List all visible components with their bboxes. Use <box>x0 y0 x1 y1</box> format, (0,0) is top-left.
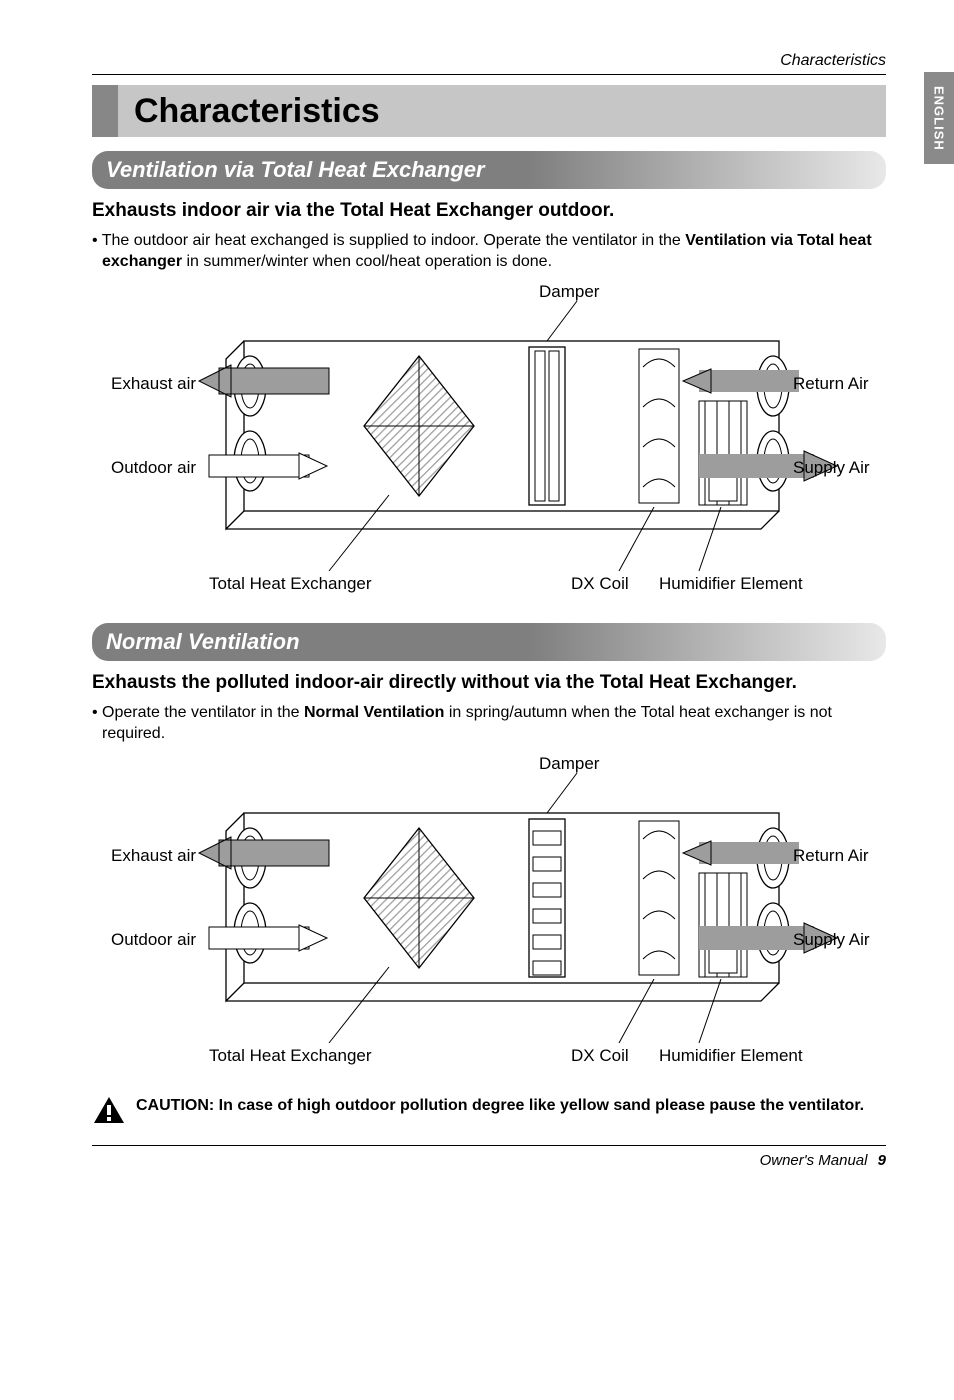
header-section-name: Characteristics <box>92 52 886 74</box>
svg-text:Exhaust air: Exhaust air <box>111 374 196 393</box>
section1-heading: Ventilation via Total Heat Exchanger <box>92 151 886 189</box>
footer-page-number: 9 <box>878 1152 886 1169</box>
warning-icon <box>92 1095 126 1125</box>
bullet-text-prefix: • The outdoor air heat exchanged is supp… <box>92 232 685 249</box>
svg-text:Total Heat Exchanger: Total Heat Exchanger <box>209 1046 372 1065</box>
svg-text:Total Heat Exchanger: Total Heat Exchanger <box>209 574 372 593</box>
page-title: Characteristics <box>118 85 380 137</box>
svg-text:DX Coil: DX Coil <box>571 574 629 593</box>
svg-text:Return Air: Return Air <box>793 374 869 393</box>
svg-text:Exhaust air: Exhaust air <box>111 846 196 865</box>
bullet-text-suffix: in summer/winter when cool/heat operatio… <box>182 253 552 270</box>
footer: Owner's Manual 9 <box>92 1146 886 1169</box>
header-rule <box>92 74 886 75</box>
svg-text:Humidifier Element: Humidifier Element <box>659 1046 803 1065</box>
svg-text:Outdoor air: Outdoor air <box>111 458 196 477</box>
svg-text:Damper: Damper <box>539 282 600 301</box>
svg-text:Outdoor air: Outdoor air <box>111 930 196 949</box>
section2-heading: Normal Ventilation <box>92 623 886 661</box>
section1-bullet: • The outdoor air heat exchanged is supp… <box>92 230 886 273</box>
section2-bullet: • Operate the ventilator in the Normal V… <box>92 702 886 745</box>
diagram-2: Damper Exhaust air Return Air Outdoor air Su… <box>92 753 886 1073</box>
caution-text: CAUTION: In case of high outdoor polluti… <box>136 1095 864 1117</box>
caution-row: CAUTION: In case of high outdoor polluti… <box>92 1095 886 1125</box>
bullet2-text-prefix: • Operate the ventilator in the <box>92 704 304 721</box>
section1-subheading: Exhausts indoor air via the Total Heat E… <box>92 199 886 224</box>
section2-subheading: Exhausts the polluted indoor-air directl… <box>92 671 886 696</box>
bullet2-text-bold: Normal Ventilation <box>304 704 444 721</box>
page-title-row: Characteristics <box>92 85 886 137</box>
svg-text:Supply Air: Supply Air <box>793 930 870 949</box>
footer-manual: Owner's Manual <box>760 1152 868 1169</box>
svg-text:Supply Air: Supply Air <box>793 458 870 477</box>
svg-text:Humidifier Element: Humidifier Element <box>659 574 803 593</box>
svg-text:Damper: Damper <box>539 754 600 773</box>
svg-text:DX Coil: DX Coil <box>571 1046 629 1065</box>
diagram-1: Damper Exhaust air Return Air Outdoor air Su… <box>92 281 886 601</box>
language-tab: ENGLISH <box>924 72 954 164</box>
svg-text:Return Air: Return Air <box>793 846 869 865</box>
title-accent-block <box>92 85 118 137</box>
